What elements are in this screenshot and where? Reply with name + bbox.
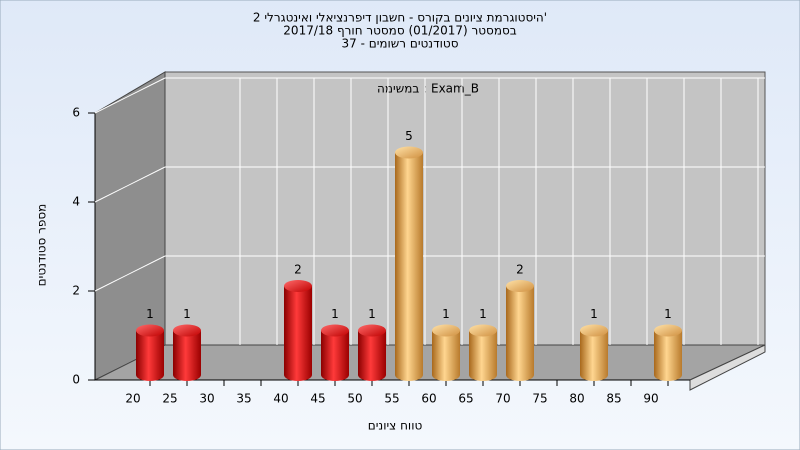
bar-bottom — [506, 369, 534, 381]
bar — [654, 330, 682, 375]
bar-bottom — [173, 369, 201, 381]
bar-top — [173, 324, 201, 337]
value-label: 2 — [516, 263, 524, 277]
bar-top — [395, 146, 423, 159]
x-tick-label: 30 — [199, 392, 214, 406]
x-tick-label: 20 — [125, 392, 140, 406]
subtitle: במשימה : Exam_B — [377, 82, 479, 96]
value-label: 1 — [331, 307, 339, 321]
bar — [136, 330, 164, 375]
bar-top — [580, 324, 608, 337]
bar — [469, 330, 497, 375]
x-tick-label: 65 — [458, 392, 473, 406]
grid-line — [94, 255, 166, 292]
bar — [580, 330, 608, 375]
chart-title: סטודנטים רשומים - 37 — [341, 37, 458, 51]
x-tick-label: 85 — [606, 392, 621, 406]
bar-bottom — [654, 369, 682, 381]
x-tick-label: 70 — [495, 392, 510, 406]
value-label: 1 — [368, 307, 376, 321]
bar — [173, 330, 201, 375]
x-tick-label: 35 — [236, 392, 251, 406]
y-tick-label: 0 — [72, 373, 80, 387]
bar-bottom — [469, 369, 497, 381]
bar-bottom — [358, 369, 386, 381]
bar-bottom — [136, 369, 164, 381]
value-label: 1 — [183, 307, 191, 321]
x-tick-label: 45 — [310, 392, 325, 406]
bar — [284, 286, 312, 375]
bar-bottom — [432, 369, 460, 381]
floor-edge — [689, 344, 766, 391]
value-label: 5 — [405, 129, 413, 143]
x-tick-label: 75 — [532, 392, 547, 406]
y-tick-label: 4 — [72, 195, 80, 209]
x-tick-label: 80 — [569, 392, 584, 406]
bar-top — [506, 280, 534, 292]
value-label: 1 — [664, 307, 672, 321]
value-label: 1 — [590, 307, 598, 321]
x-tick-label: 25 — [162, 392, 177, 406]
bar-top — [136, 324, 164, 337]
bar-top — [654, 324, 682, 337]
value-label: 1 — [442, 307, 450, 321]
x-tick-label: 40 — [273, 392, 288, 406]
x-tick-label: 90 — [643, 392, 658, 406]
y-axis-label: מספר סטודנטים — [35, 204, 49, 287]
chart-title: היסטוגרמת ציונים בקורס - חשבון דיפרנציאל… — [253, 11, 547, 25]
grid-line — [94, 166, 166, 203]
bar-top — [432, 324, 460, 337]
bar — [321, 330, 349, 375]
x-axis-label: טווח ציונים — [368, 419, 423, 433]
bar — [395, 152, 423, 375]
chart-title: בסמסטר (01/2017) סמסטר חורף 2017/18 — [283, 24, 516, 38]
bar-top — [321, 324, 349, 337]
x-tick-label: 60 — [421, 392, 436, 406]
bar — [506, 286, 534, 375]
bar-top — [284, 280, 312, 292]
x-tick-label: 50 — [347, 392, 362, 406]
x-tick-label: 55 — [384, 392, 399, 406]
value-label: 2 — [294, 263, 302, 277]
bar-bottom — [284, 369, 312, 381]
value-label: 1 — [146, 307, 154, 321]
bar-top — [358, 324, 386, 337]
bar — [432, 330, 460, 375]
bar-top — [469, 324, 497, 337]
bar-bottom — [395, 369, 423, 381]
grid-line — [94, 77, 166, 114]
y-tick-label: 6 — [72, 106, 80, 120]
back-wall — [164, 71, 766, 346]
bar-bottom — [580, 369, 608, 381]
y-tick-label: 2 — [72, 284, 80, 298]
bar-bottom — [321, 369, 349, 381]
value-label: 1 — [479, 307, 487, 321]
bar — [358, 330, 386, 375]
